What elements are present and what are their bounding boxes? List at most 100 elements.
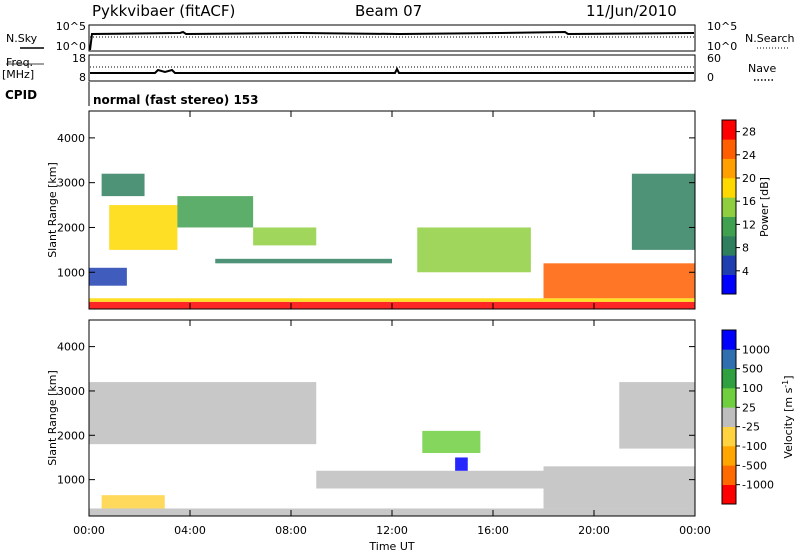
velocity-colorbar-swatch-4 bbox=[722, 407, 736, 427]
power-colorbar-swatch-7 bbox=[722, 139, 736, 159]
velocity-region-1 bbox=[101, 495, 165, 509]
power-colorbar-swatch-8 bbox=[722, 120, 736, 140]
noise-panel: N.Sky 10^5 10^0 10^5 10^0 N.Search bbox=[6, 20, 795, 53]
x-tick-label-2: 08:00 bbox=[275, 524, 307, 537]
cpid-label: CPID bbox=[5, 88, 37, 102]
nave-tick-bottom: 0 bbox=[707, 71, 714, 84]
nsearch-label: N.Search bbox=[745, 32, 795, 45]
power-colorbar-swatch-6 bbox=[722, 158, 736, 179]
freq-panel: Freq. [MHz] 18 8 60 0 Nave bbox=[2, 52, 776, 84]
x-axis-ticks: 00:00 04:00 08:00 12:00 16:00 20:00 00:00 bbox=[73, 111, 711, 537]
power-colorbar-label: Power [dB] bbox=[758, 177, 771, 237]
velocity-colorbar-tick-label-7: -1000 bbox=[742, 479, 774, 492]
x-tick-label-0: 00:00 bbox=[73, 524, 105, 537]
velocity-colorbar-swatch-6 bbox=[722, 368, 736, 389]
power-ytick-label-0: 1000 bbox=[57, 266, 85, 279]
freq-label: Freq. bbox=[6, 56, 33, 69]
velocity-panel: 1000 2000 3000 4000 Slant Range [km] bbox=[46, 319, 696, 517]
beam-label: Beam 07 bbox=[355, 2, 422, 20]
cpid-text: normal (fast stereo) 153 bbox=[93, 93, 259, 107]
freq-trace bbox=[90, 66, 694, 74]
power-region-9 bbox=[543, 263, 695, 299]
power-colorbar-swatch-3 bbox=[722, 216, 736, 237]
x-tick-label-6: 00:00 bbox=[679, 524, 711, 537]
freq-tick-top: 18 bbox=[72, 52, 86, 65]
velocity-region-3 bbox=[316, 470, 544, 489]
x-tick-label-3: 12:00 bbox=[376, 524, 408, 537]
velocity-colorbar-tick-label-6: -500 bbox=[742, 459, 767, 472]
velocity-ylabel: Slant Range [km] bbox=[46, 370, 59, 466]
power-colorbar-tick-label-3: 16 bbox=[742, 195, 756, 208]
velocity-colorbar-swatch-5 bbox=[722, 388, 736, 408]
velocity-colorbar-ticks: 1000 500 100 25 -25 -100 -500 -1000 bbox=[736, 343, 774, 492]
x-tick-label-4: 16:00 bbox=[477, 524, 509, 537]
power-panel: 1000 2000 3000 4000 Slant Range [km] bbox=[46, 110, 696, 310]
velocity-ytick-label-1: 2000 bbox=[57, 429, 85, 442]
velocity-ytick-label-3: 4000 bbox=[57, 341, 85, 354]
velocity-colorbar-swatch-7 bbox=[722, 349, 736, 369]
velocity-ytick-label-0: 1000 bbox=[57, 474, 85, 487]
velocity-colorbar-swatch-0 bbox=[722, 484, 736, 505]
freq-tick-bottom: 8 bbox=[79, 71, 86, 84]
x-tick-label-1: 04:00 bbox=[174, 524, 206, 537]
velocity-colorbar-swatches bbox=[722, 330, 736, 505]
power-colorbar-tick-label-1: 8 bbox=[742, 242, 749, 255]
power-colorbar-tick-label-0: 4 bbox=[742, 265, 749, 278]
noise-tick-left-bottom: 10^0 bbox=[56, 40, 86, 53]
date-label: 11/Jun/2010 bbox=[586, 2, 677, 20]
velocity-colorbar-tick-label-4: -25 bbox=[742, 421, 760, 434]
noise-tick-left-top: 10^5 bbox=[56, 20, 86, 33]
velocity-colorbar-swatch-3 bbox=[722, 426, 736, 447]
power-region-8 bbox=[417, 227, 531, 273]
power-ytick-label-3: 4000 bbox=[57, 132, 85, 145]
nsky-trace bbox=[89, 30, 695, 51]
power-region-7 bbox=[215, 258, 392, 264]
power-region-6 bbox=[253, 227, 317, 246]
velocity-colorbar: 1000 500 100 25 -25 -100 -500 -1000 Velocity [m… bbox=[721, 329, 796, 505]
nsky-label: N.Sky bbox=[6, 32, 38, 45]
power-colorbar-swatch-4 bbox=[722, 197, 736, 217]
power-colorbar-swatch-0 bbox=[722, 274, 736, 295]
velocity-region-6 bbox=[543, 466, 695, 509]
noise-tick-right-top: 10^5 bbox=[707, 20, 737, 33]
velocity-colorbar-tick-label-3: 25 bbox=[742, 401, 756, 414]
velocity-region-4 bbox=[422, 430, 481, 454]
velocity-colorbar-label: Velocity [m s-1] bbox=[781, 375, 796, 458]
power-colorbar-swatches bbox=[722, 120, 736, 295]
velocity-colorbar-tick-label-0: 1000 bbox=[742, 343, 770, 356]
noise-tick-right-bottom: 10^0 bbox=[707, 40, 737, 53]
power-colorbar-tick-label-5: 24 bbox=[742, 149, 756, 162]
power-y-ticks: 1000 2000 3000 4000 bbox=[57, 132, 695, 279]
power-ytick-label-2: 3000 bbox=[57, 177, 85, 190]
freq-unit: [MHz] bbox=[2, 68, 34, 81]
velocity-region-5 bbox=[455, 457, 468, 471]
velocity-colorbar-tick-label-2: 100 bbox=[742, 382, 763, 395]
x-axis-label: Time UT bbox=[368, 540, 414, 553]
nave-label: Nave bbox=[748, 62, 776, 75]
station-title: Pykkvibaer (fitACF) bbox=[92, 2, 235, 20]
velocity-ytick-label-2: 3000 bbox=[57, 385, 85, 398]
velocity-y-ticks: 1000 2000 3000 4000 bbox=[57, 341, 695, 487]
velocity-region-7 bbox=[619, 382, 695, 449]
power-ylabel: Slant Range [km] bbox=[46, 162, 59, 258]
power-region-3 bbox=[109, 205, 178, 250]
power-ytick-label-1: 2000 bbox=[57, 221, 85, 234]
power-colorbar-swatch-1 bbox=[722, 255, 736, 275]
power-colorbar-ticks: 4 8 12 16 20 24 28 bbox=[736, 126, 756, 278]
velocity-colorbar-tick-label-1: 500 bbox=[742, 363, 763, 376]
velocity-colorbar-swatch-8 bbox=[722, 330, 736, 350]
nave-tick-top: 60 bbox=[707, 52, 721, 65]
power-colorbar-tick-label-6: 28 bbox=[742, 126, 756, 139]
power-region-5 bbox=[177, 196, 254, 228]
power-region-2 bbox=[89, 267, 127, 286]
velocity-colorbar-swatch-2 bbox=[722, 446, 736, 466]
velocity-colorbar-swatch-1 bbox=[722, 465, 736, 485]
power-region-10 bbox=[631, 173, 695, 250]
power-colorbar-tick-label-2: 12 bbox=[742, 218, 756, 231]
velocity-colorbar-tick-label-5: -100 bbox=[742, 440, 767, 453]
power-colorbar-swatch-2 bbox=[722, 236, 736, 256]
power-colorbar: 4 8 12 16 20 24 28 Power [dB] bbox=[721, 119, 771, 295]
velocity-region-2 bbox=[89, 382, 317, 445]
power-region-4 bbox=[101, 173, 145, 197]
